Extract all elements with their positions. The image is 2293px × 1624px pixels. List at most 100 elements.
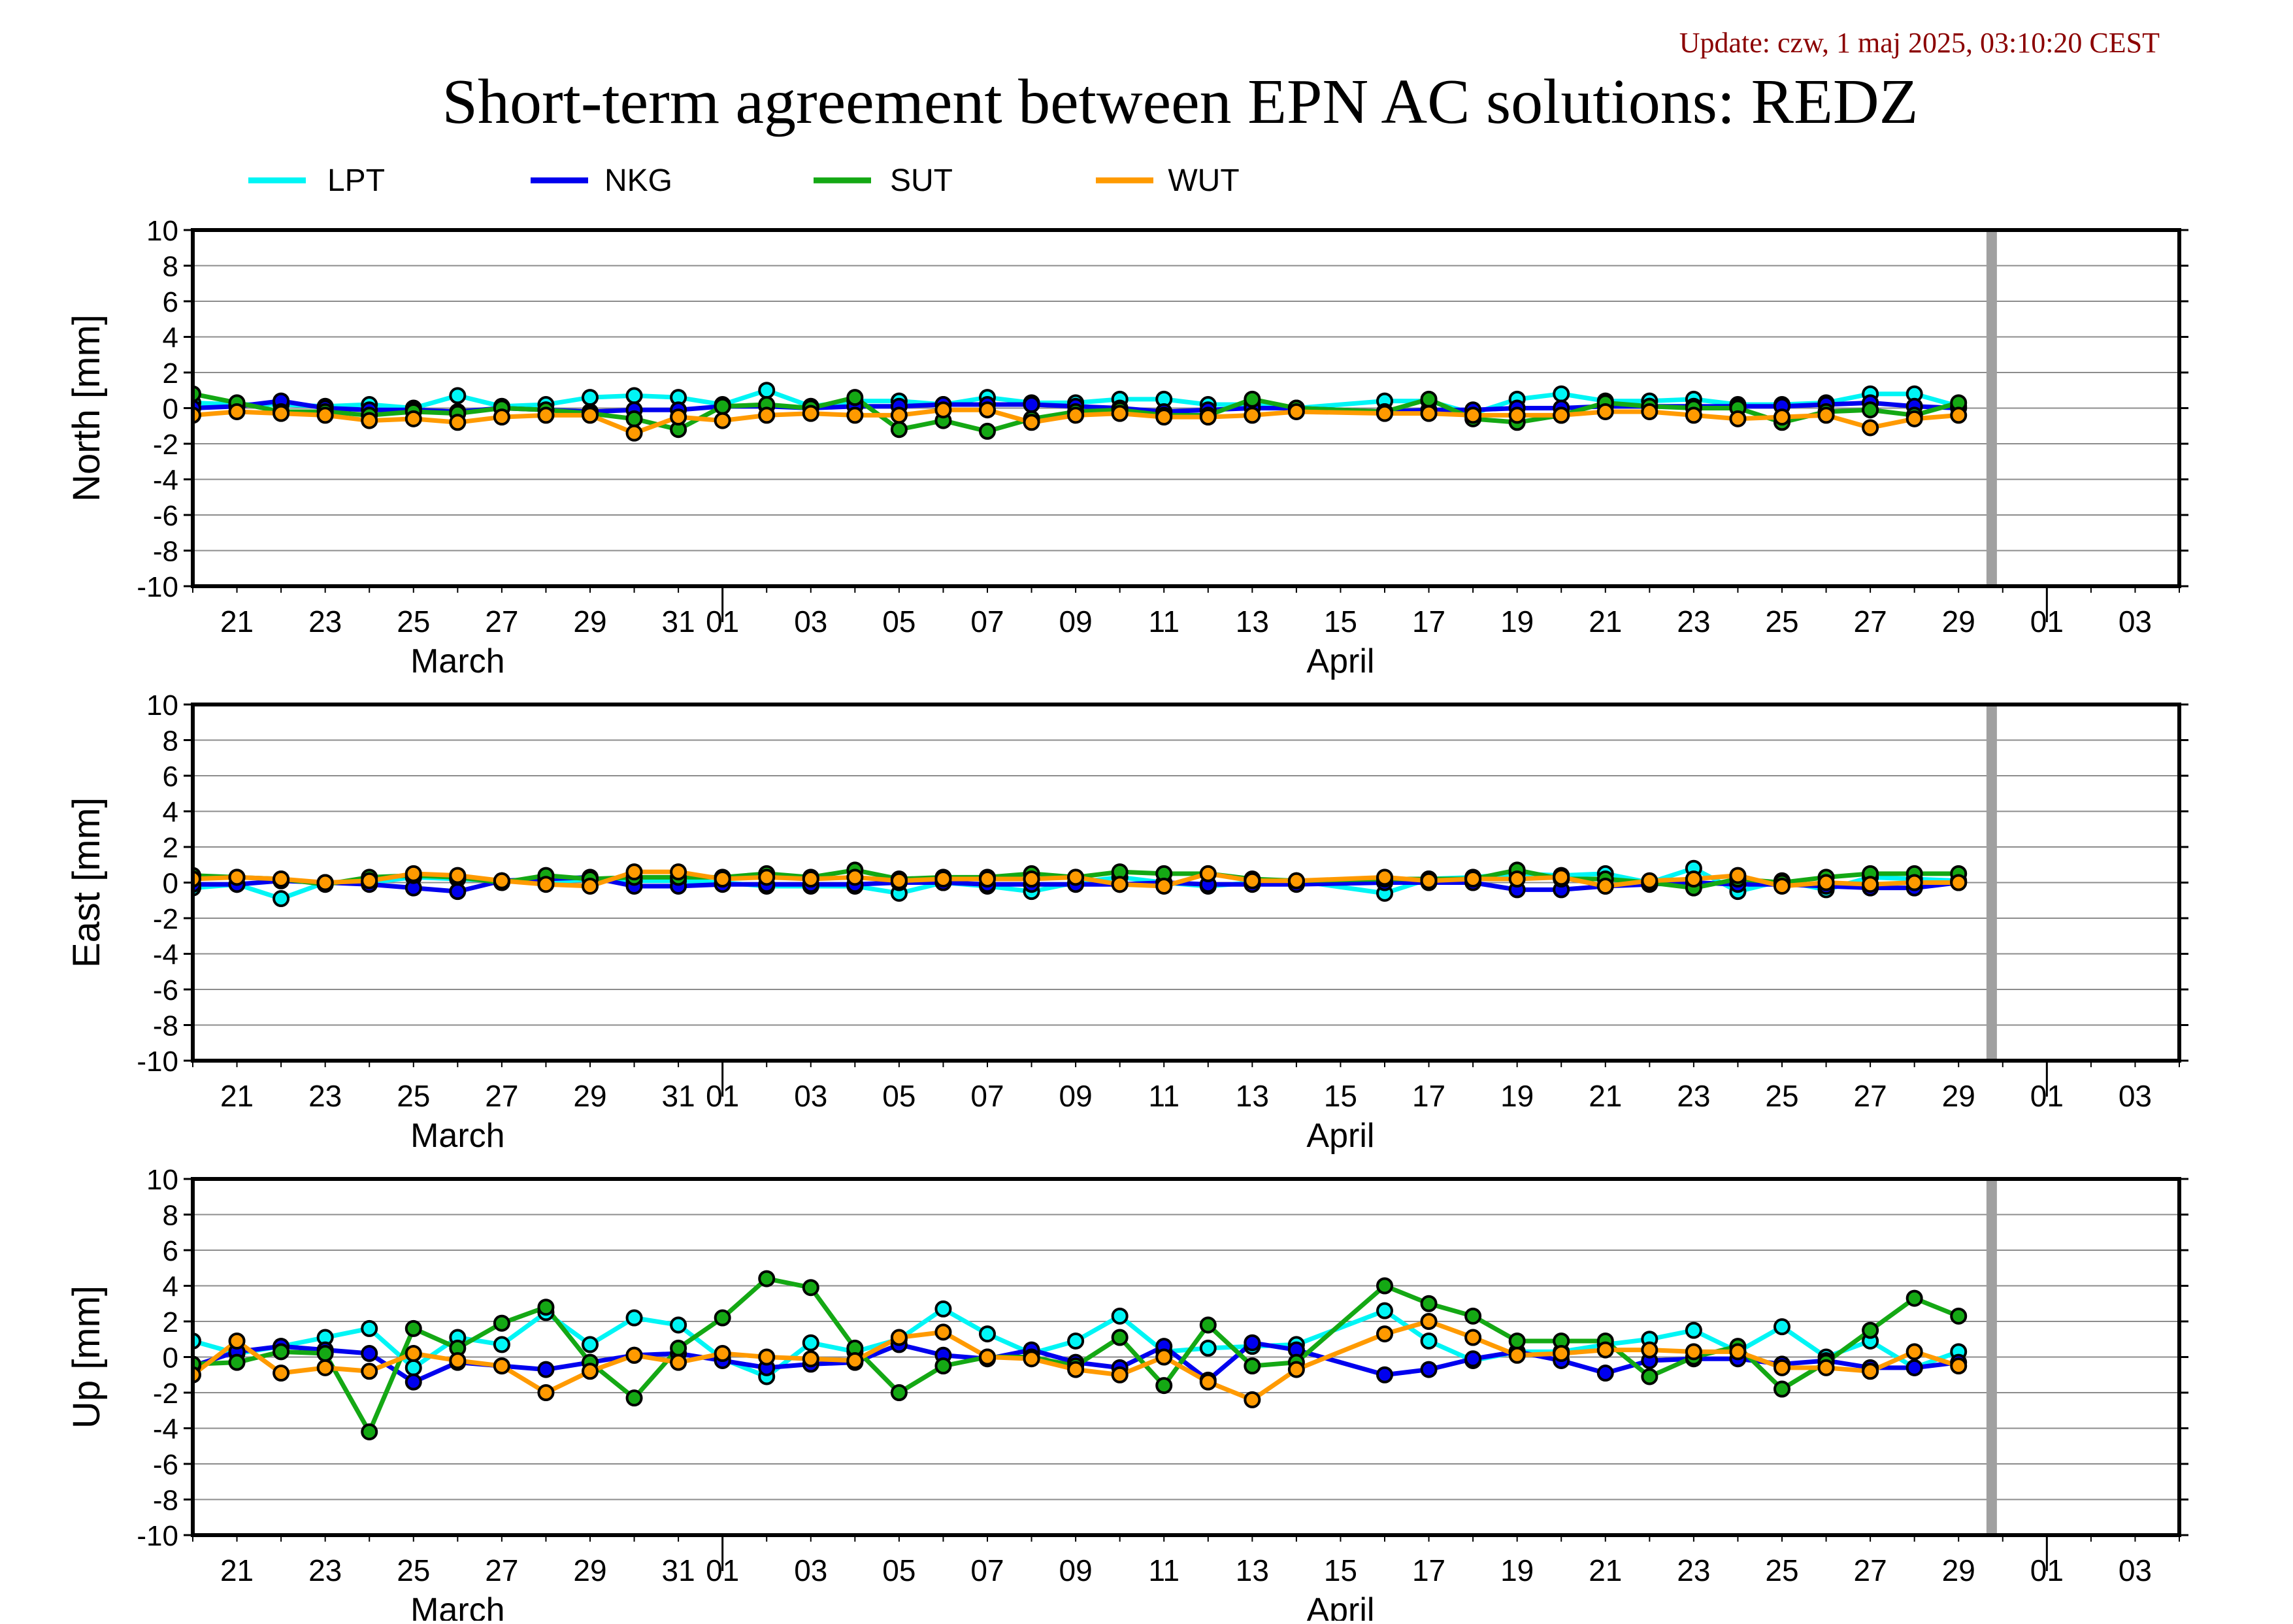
y-axis-label: North [mm] [65, 314, 108, 502]
plot-frame [191, 228, 2181, 588]
point-wut [1773, 877, 1790, 895]
point-lpt [449, 387, 467, 405]
y-tick-label: -2 [153, 429, 178, 461]
point-wut [1508, 406, 1526, 424]
point-wut [1155, 408, 1173, 426]
panel-1: 10 8 6 42 0-2 -4-6 -8 -10 East [mm] 21 23 25 27 29 31 0… [65, 689, 2188, 1155]
x-tick-label: 27 [1854, 605, 1887, 638]
point-wut [1950, 406, 1968, 424]
point-wut [1111, 1366, 1129, 1384]
point-wut [1067, 869, 1085, 886]
point-wut [1420, 405, 1438, 422]
x-tick-label: 03 [794, 1079, 827, 1113]
point-wut [1199, 1373, 1217, 1391]
point-lpt [979, 1325, 996, 1343]
x-tick-label: 09 [1059, 1553, 1093, 1587]
point-wut [1287, 403, 1305, 420]
y-tick-label: -4 [153, 1414, 178, 1446]
legend-item-sut: SUT [814, 163, 953, 198]
y-tick-label: 4 [163, 797, 178, 829]
y-tick-label: -8 [153, 536, 178, 568]
x-tick-label: 07 [970, 605, 1004, 638]
y-tick-label: 6 [163, 1235, 178, 1267]
x-tick-label: 27 [1854, 1079, 1887, 1113]
y-tick-label: 6 [163, 286, 178, 318]
update-timestamp: Update: czw, 1 maj 2025, 03:10:20 CEST [1679, 27, 2160, 59]
data-end-marker [1986, 1179, 1997, 1535]
point-wut [1155, 877, 1173, 895]
point-sut [890, 421, 908, 439]
series-line-sut [193, 1276, 1960, 1434]
point-wut [1685, 1343, 1702, 1361]
x-tick-label: 11 [1148, 1079, 1179, 1113]
point-wut [1729, 410, 1747, 427]
point-wut [1729, 867, 1747, 884]
point-wut [1508, 1346, 1526, 1364]
point-wut [1244, 406, 1261, 424]
point-sut [1244, 390, 1261, 408]
x-tick-label: 21 [1589, 605, 1622, 638]
point-wut [979, 401, 996, 419]
x-tick-label: 05 [882, 1079, 916, 1113]
point-wut [1067, 406, 1085, 424]
point-wut [1553, 406, 1570, 424]
point-wut [1244, 872, 1261, 889]
point-wut [890, 1329, 908, 1346]
point-wut [404, 1345, 422, 1363]
x-tick-label: 07 [970, 1553, 1004, 1587]
y-tick-label: -4 [153, 939, 178, 971]
point-sut [1862, 1321, 1879, 1339]
x-tick-label: 21 [220, 1079, 254, 1113]
point-wut [890, 872, 908, 889]
point-sut [802, 1279, 819, 1297]
legend-item-wut: WUT [1096, 163, 1240, 198]
y-axis-label: Up [mm] [65, 1285, 108, 1429]
x-tick-label: 17 [1412, 605, 1445, 638]
point-nkg [404, 1373, 422, 1391]
point-wut [670, 1353, 687, 1371]
point-wut [404, 865, 422, 882]
x-tick-label: 13 [1236, 1079, 1269, 1113]
point-wut [1729, 1343, 1747, 1361]
point-sut [493, 1314, 510, 1332]
x-tick-label: 15 [1324, 605, 1357, 638]
point-sut [934, 1357, 952, 1375]
point-wut [1905, 410, 1923, 427]
point-sut [1155, 1377, 1173, 1395]
x-tick-label: 29 [1942, 605, 1975, 638]
point-wut [316, 1359, 334, 1376]
point-wut [1773, 408, 1790, 426]
point-wut [1376, 1325, 1393, 1343]
x-tick-label: 09 [1059, 1079, 1093, 1113]
x-tick-label: 25 [1765, 1079, 1798, 1113]
x-tick-label: 19 [1500, 1553, 1534, 1587]
x-month-label: April [1306, 642, 1374, 680]
point-wut [934, 1323, 952, 1341]
point-wut [272, 870, 290, 888]
point-wut [934, 401, 952, 419]
x-tick-label: 29 [1942, 1553, 1975, 1587]
point-wut [758, 1348, 776, 1366]
y-axis-label: East [mm] [65, 797, 108, 968]
x-tick-label: 27 [485, 605, 518, 638]
point-nkg [1905, 1359, 1923, 1376]
point-sut [272, 1343, 290, 1361]
point-sut [714, 397, 731, 415]
x-tick-label: 31 [662, 1079, 695, 1113]
y-tick-label: -10 [137, 1046, 178, 1078]
x-tick-label: 11 [1148, 1553, 1179, 1587]
point-sut [1376, 1277, 1393, 1295]
point-sut [846, 389, 864, 406]
x-tick-label: 03 [2119, 1079, 2152, 1113]
plot-frame [191, 703, 2181, 1063]
point-wut [758, 869, 776, 886]
x-tick-label: 05 [882, 1553, 916, 1587]
point-sut [1641, 1368, 1658, 1385]
x-month-label: March [410, 642, 504, 680]
point-wut [1287, 872, 1305, 889]
point-wut [1155, 1348, 1173, 1366]
point-wut [272, 1365, 290, 1382]
point-sut [1244, 1357, 1261, 1375]
